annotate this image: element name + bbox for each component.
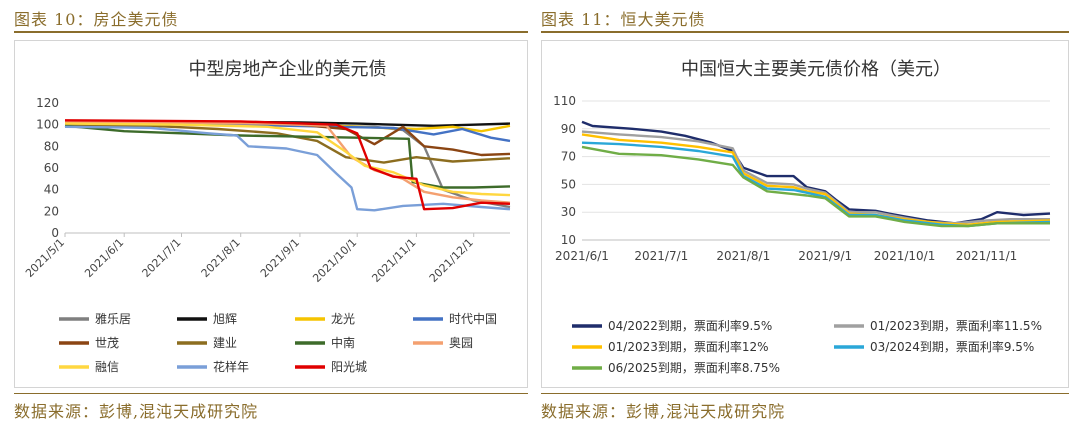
chart-right: 中国恒大主要美元债价格（美元） 10 30 50 70 90 110 2021/6/1 2021… [553,59,1051,375]
legend-label: 世茂 [95,336,119,350]
legend-label: 中南 [331,335,355,350]
x-tick-label: 2021/10/1 [310,236,359,285]
legend-label: 龙光 [331,312,355,326]
legend-label: 03/2024到期，票面利率9.5% [870,339,1034,354]
source-rule-left [14,393,528,394]
x-tick-label: 2021/11/1 [956,249,1018,263]
y-tick-label: 60 [44,161,59,175]
y-tick-label: 70 [561,150,576,164]
y-tick-label: 100 [36,118,59,132]
y-tick-label: 50 [561,177,576,191]
y-tick-label: 40 [44,183,59,197]
x-tick-label: 2021/9/1 [258,236,302,280]
legend-label: 01/2023到期，票面利率11.5% [870,318,1042,333]
x-tick-label: 2021/7/1 [634,249,688,263]
figure-caption-left: 图表 10：房企美元债 [14,10,179,29]
series-line-10 [64,125,511,212]
source-left: 数据来源：彭博,混沌天成研究院 [14,402,259,421]
legend-label: 04/2022到期，票面利率9.5% [608,318,772,333]
y-tick-label: 30 [561,205,576,219]
x-tick-label: 2021/9/1 [798,249,852,263]
source-rule-right [541,393,1069,394]
x-tick-label: 2021/12/1 [427,236,476,285]
chart-left: 中型房地产企业的美元债 0 20 40 60 80 100 120 2021/5/1 2021/6… [23,59,511,374]
legend-label: 雅乐居 [95,311,131,326]
legend-label: 旭辉 [213,312,237,326]
y-tick-label: 90 [561,122,576,136]
legend-label: 06/2025到期，票面利率8.75% [608,360,780,375]
legend-label: 时代中国 [449,311,497,326]
series-line-5 [581,145,1050,228]
legend-label: 花样年 [213,359,249,374]
legend-label: 建业 [213,336,237,350]
legend-label: 融信 [95,360,119,374]
chart-panel-right: 中国恒大主要美元债价格（美元） 10 30 50 70 90 110 2021/6/1 2021… [541,40,1069,388]
x-tick-label: 2021/10/1 [874,249,936,263]
x-tick-label: 2021/6/1 [82,236,126,280]
figure-caption-right: 图表 11：恒大美元债 [541,10,706,29]
x-tick-label: 2021/8/1 [716,249,770,263]
y-tick-label: 0 [51,226,59,240]
x-tick-label: 2021/5/1 [23,236,67,280]
chart-panel-left: 中型房地产企业的美元债 0 20 40 60 80 100 120 2021/5/1 2021/6… [14,40,528,388]
series-line-7 [64,124,511,189]
series-line-9 [64,122,511,197]
legend-label: 阳光城 [331,360,367,374]
y-tick-label: 80 [44,139,59,153]
x-tick-label: 2021/8/1 [199,236,243,280]
y-tick-label: 10 [561,233,576,247]
x-tick-label: 2021/7/1 [139,236,183,280]
y-tick-label: 110 [553,94,576,108]
legend-label: 01/2023到期，票面利率12% [608,339,769,354]
series-line-4 [64,122,511,143]
y-tick-label: 20 [44,204,59,218]
x-tick-label: 2021/6/1 [555,249,609,263]
chart-title: 中国恒大主要美元债价格（美元） [681,59,951,80]
y-tick-label: 120 [36,96,59,110]
series-line-11 [64,119,511,211]
series-line-6 [64,123,511,164]
legend-label: 奥园 [449,336,473,350]
series-line-3 [581,133,1051,226]
series-line-2 [581,130,1050,225]
caption-rule-right [541,31,1069,33]
source-right: 数据来源：彭博,混沌天成研究院 [541,402,786,421]
x-tick-label: 2021/11/1 [369,236,418,285]
chart-title: 中型房地产企业的美元债 [189,59,387,80]
caption-rule-left [14,31,528,33]
